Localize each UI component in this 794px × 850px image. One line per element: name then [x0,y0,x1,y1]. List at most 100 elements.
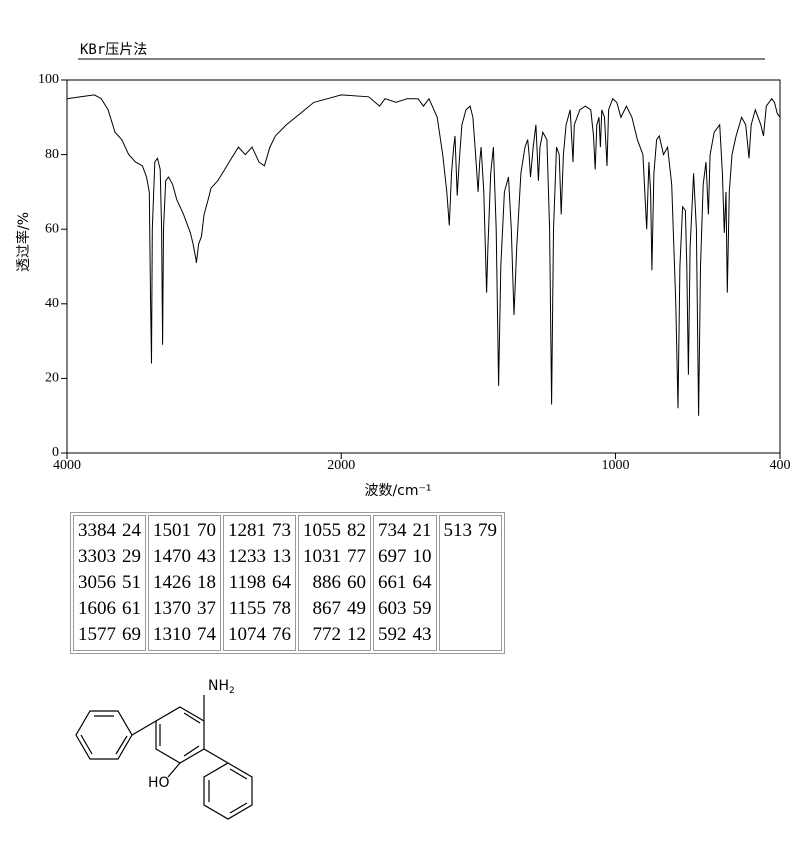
ring [203,762,253,820]
peak-row: 734 21 [378,518,432,544]
wavenumber: 661 [378,572,407,593]
peak-row: 697 10 [378,544,432,570]
transmittance: 64 [412,572,432,593]
peak-table: 3384 24 3303 29 3056 51 1606 61 1577 69 1501 70 1470… [70,512,505,654]
wavenumber: 867 [312,598,342,619]
peak-row: 1281 73 [228,518,291,544]
wavenumber: 772 [312,624,342,645]
transmittance: 79 [478,520,497,541]
peak-row: 1501 70 [153,518,216,544]
bond [183,712,201,724]
peak-row: 1233 13 [228,544,291,570]
table-column: 1055 82 1031 77 886 60 867 49 772 12 [298,515,371,651]
peak-row: 1310 74 [153,622,216,648]
transmittance: 43 [412,624,432,645]
amine-sub: 2 [229,686,235,696]
table-column: 734 21 697 10 661 64 603 59 592 43 [373,515,437,651]
peak-row: 886 60 [303,570,367,596]
bond [80,734,93,755]
wavenumber: 1310 [153,624,191,645]
transmittance: 10 [412,546,432,567]
table-column: 1501 70 1470 43 1426 18 1370 37 1310 74 [148,515,221,651]
peak-row: 1606 61 [78,596,141,622]
peak-row: 772 12 [303,622,367,648]
spectrum-line [66,94,781,416]
structure [75,695,253,820]
x-tick-label: 1000 [601,458,629,473]
y-tick-label: 100 [38,72,59,87]
transmittance: 64 [272,572,291,593]
y-tick-label: 20 [45,371,59,386]
wavenumber: 1055 [303,520,341,541]
wavenumber: 697 [378,546,407,567]
transmittance: 51 [122,572,141,593]
wavenumber: 1198 [228,572,266,593]
x-tick-label: 4000 [53,458,81,473]
peak-row: 867 49 [303,596,367,622]
wavenumber: 513 [443,520,473,541]
transmittance: 70 [197,520,216,541]
wavenumber: 1501 [153,520,191,541]
peak-row: 1426 18 [153,570,216,596]
peak-row: 1470 43 [153,544,216,570]
y-axis-label: 透过率/% [15,212,32,272]
transmittance: 78 [272,598,291,619]
wavenumber: 1031 [303,546,341,567]
transmittance: 59 [412,598,432,619]
bond [167,762,181,778]
peak-row: 3056 51 [78,570,141,596]
wavenumber: 1606 [78,598,116,619]
peak-row: 1155 78 [228,596,291,622]
transmittance: 82 [347,520,366,541]
y-tick-label: 0 [52,445,59,460]
table-column: 3384 24 3303 29 3056 51 1606 61 1577 69 [73,515,146,651]
x-axis-label: 波数/cm⁻¹ [364,483,431,499]
wavenumber: 603 [378,598,407,619]
bond [131,720,157,736]
wavenumber: 886 [312,572,342,593]
wavenumber: 1074 [228,624,266,645]
peak-row: 603 59 [378,596,432,622]
wavenumber: 1155 [228,598,266,619]
wavenumber: 592 [378,624,407,645]
transmittance: 13 [272,546,291,567]
transmittance: 76 [272,624,291,645]
chart-title: KBr压片法 [80,42,147,58]
transmittance: 18 [197,572,216,593]
wavenumber: 734 [378,520,407,541]
peak-row: 1031 77 [303,544,366,570]
transmittance: 49 [347,598,366,619]
plot-frame [66,79,781,454]
transmittance: 43 [197,546,216,567]
transmittance: 12 [347,624,366,645]
peak-row: 3384 24 [78,518,141,544]
transmittance: 60 [347,572,366,593]
wavenumber: 1233 [228,546,266,567]
bond [229,768,248,780]
peak-row: 661 64 [378,570,432,596]
peak-row: 513 79 [444,518,498,544]
wavenumber: 1281 [228,520,266,541]
ring [75,710,133,760]
wavenumber: 3384 [78,520,116,541]
wavenumber: 3303 [78,546,116,567]
wavenumber: 1370 [153,598,191,619]
amine-label: NH2 [208,678,235,696]
table-column: 1281 73 1233 13 1198 64 1155 78 1074 76 [223,515,296,651]
peak-row: 1198 64 [228,570,291,596]
x-tick-label: 2000 [327,458,355,473]
wavenumber: 1577 [78,624,116,645]
bond [229,802,248,814]
wavenumber: 3056 [78,572,116,593]
table-row: 3384 24 3303 29 3056 51 1606 61 1577 69 1501 70 1470… [73,515,502,651]
bond [115,735,128,755]
peak-row: 3303 29 [78,544,141,570]
y-tick-label: 80 [45,147,59,162]
transmittance: 21 [412,520,432,541]
x-tick-label: 400 [770,458,791,473]
wavenumber: 1470 [153,546,191,567]
transmittance: 77 [347,546,366,567]
ring [155,706,205,764]
peak-row: 1074 76 [228,622,291,648]
